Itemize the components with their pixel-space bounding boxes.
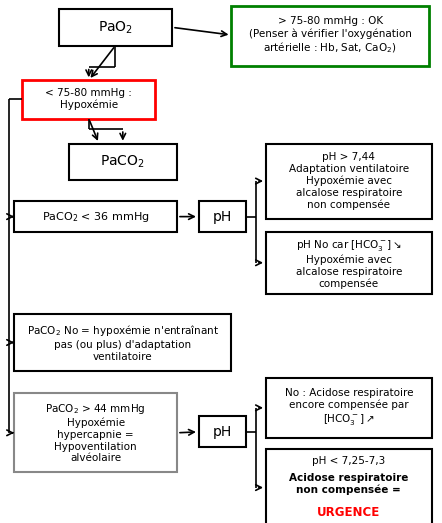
Text: pH: pH	[213, 425, 232, 439]
Bar	[199, 201, 246, 232]
Bar	[14, 393, 177, 472]
Bar	[231, 6, 429, 66]
Text: URGENCE: URGENCE	[317, 506, 381, 519]
Text: PaCO$_2$ < 36 mmHg: PaCO$_2$ < 36 mmHg	[42, 210, 149, 224]
Text: < 75-80 mmHg :
Hypoxémie: < 75-80 mmHg : Hypoxémie	[46, 88, 132, 110]
Text: pH > 7,44
Adaptation ventilatoire
Hypoxémie avec
alcalose respiratoire
non compe: pH > 7,44 Adaptation ventilatoire Hypoxé…	[289, 152, 409, 210]
Bar	[266, 449, 432, 523]
Text: No : Acidose respiratoire
encore compensée par
[HCO$_3^-$]$\nearrow$: No : Acidose respiratoire encore compens…	[285, 388, 413, 427]
Bar	[266, 144, 432, 219]
Bar	[199, 416, 246, 447]
Text: pH No car [HCO$_3^-$]$\searrow$
Hypoxémie avec
alcalose respiratoire
compensée: pH No car [HCO$_3^-$]$\searrow$ Hypoxémi…	[296, 238, 402, 289]
Bar	[22, 80, 156, 119]
Text: pH < 7,25-7,3: pH < 7,25-7,3	[312, 456, 385, 465]
Text: Acidose respiratoire
non compensée =: Acidose respiratoire non compensée =	[289, 473, 408, 495]
Bar	[59, 9, 172, 46]
Text: > 75-80 mmHg : OK
(Penser à vérifier l'oxygénation
artérielle : Hb, Sat, CaO$_2$: > 75-80 mmHg : OK (Penser à vérifier l'o…	[249, 17, 412, 55]
Bar	[14, 201, 177, 232]
Bar	[266, 378, 432, 438]
Text: PaCO$_2$ > 44 mmHg
Hypoxémie
hypercapnie =
Hypoventilation
alvéolaire: PaCO$_2$ > 44 mmHg Hypoxémie hypercapnie…	[46, 402, 146, 463]
Text: PaCO$_2$ No = hypoxémie n'entraînant
pas (ou plus) d'adaptation
ventilatoire: PaCO$_2$ No = hypoxémie n'entraînant pas…	[27, 323, 219, 361]
Text: PaO$_2$: PaO$_2$	[98, 19, 133, 36]
Bar	[69, 144, 177, 180]
Text: pH: pH	[213, 210, 232, 224]
Bar	[14, 314, 231, 371]
Text: PaCO$_2$: PaCO$_2$	[100, 154, 145, 170]
Bar	[266, 232, 432, 294]
